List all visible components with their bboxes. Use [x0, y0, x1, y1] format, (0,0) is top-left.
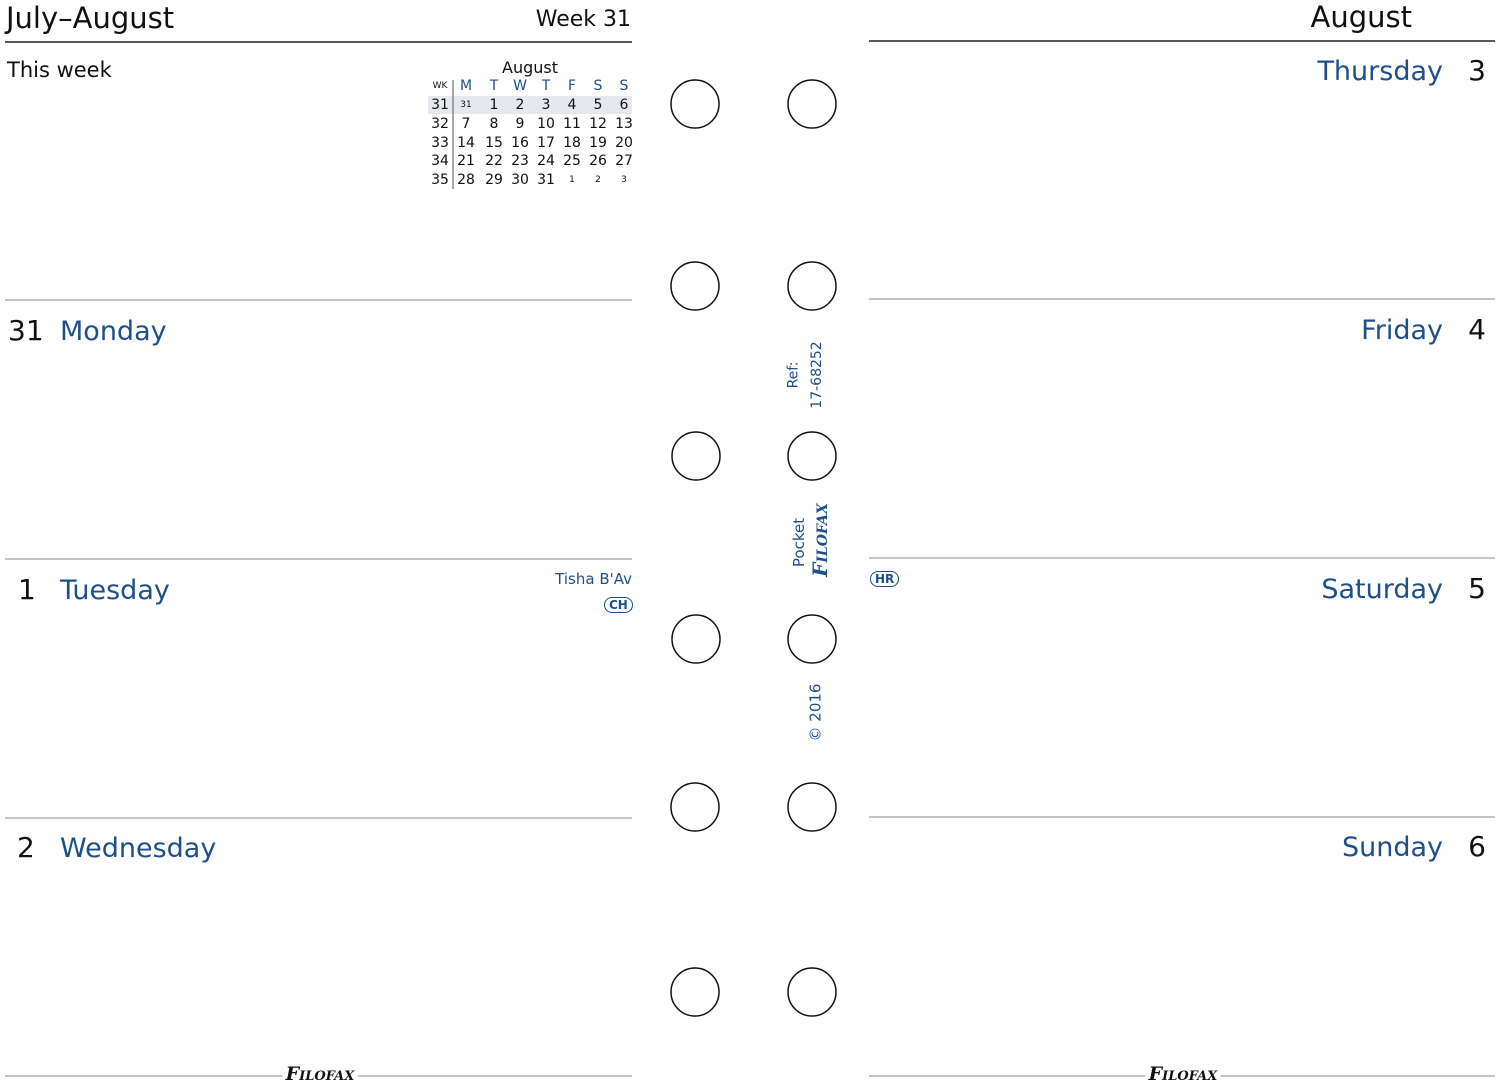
calendar-day: 4 [567, 97, 577, 113]
copyright: © 2016 [806, 683, 825, 742]
calendar-day: 2 [595, 175, 601, 186]
footer-logo: Filofax [282, 1065, 358, 1084]
hole [670, 967, 720, 1017]
calendar-day: 10 [537, 115, 555, 132]
calendar-day: 23 [511, 153, 529, 170]
hole [670, 782, 720, 832]
hole [787, 782, 837, 832]
size-label: Pocket [790, 517, 809, 568]
punch-holes [670, 79, 837, 1017]
hole [787, 614, 837, 664]
week-number: 33 [431, 134, 449, 151]
calendar-day: 21 [457, 153, 475, 170]
calendar-header: W [513, 78, 527, 94]
holiday-note: Tisha B'Av [555, 570, 632, 588]
day-name: Thursday [1317, 56, 1443, 87]
hole [670, 261, 720, 311]
calendar-day: 3 [621, 175, 627, 186]
calendar-day: 27 [615, 153, 633, 170]
calendar-day: 28 [457, 172, 475, 189]
hole [787, 967, 837, 1017]
calendar-day: 19 [589, 134, 607, 151]
current-week-highlight [428, 96, 632, 114]
calendar-day: 16 [511, 134, 529, 151]
week-label: Week 31 [535, 7, 631, 32]
calendar-day: 7 [461, 115, 471, 132]
calendar-day: 1 [489, 97, 499, 113]
hole [671, 614, 721, 664]
calendar-header: F [567, 78, 577, 94]
calendar-day: 26 [589, 153, 607, 170]
calendar-header: T [541, 78, 551, 94]
day-number: 2 [17, 831, 35, 864]
day-number: 31 [8, 314, 44, 347]
calendar-day: 3 [541, 97, 551, 113]
calendar-day: 31 [537, 172, 555, 189]
hole [787, 79, 837, 129]
hole [670, 79, 720, 129]
footer-logo: Filofax [1145, 1065, 1221, 1084]
calendar-header: S [593, 78, 603, 94]
spine-logo: Filofax [807, 503, 832, 577]
calendar-day: 30 [511, 172, 529, 189]
day-number: 1 [18, 573, 36, 606]
day-name: Tuesday [60, 575, 170, 606]
calendar-day: 6 [619, 97, 629, 113]
week-number: 32 [431, 115, 449, 132]
calendar-day: 25 [563, 153, 581, 170]
day-rules [5, 298, 1495, 1077]
hole [787, 431, 837, 481]
calendar-day: 11 [563, 115, 581, 132]
page-title: July–August [6, 1, 175, 35]
day-number: 3 [1468, 54, 1486, 87]
calendar-day: 20 [615, 134, 633, 151]
week-number: 35 [431, 172, 449, 189]
calendar-day: 12 [589, 115, 607, 132]
country-badge: CH [604, 597, 633, 613]
calendar-day: 8 [489, 115, 499, 132]
week-number: 34 [431, 153, 449, 170]
calendar-day: 14 [457, 134, 475, 151]
day-name: Saturday [1321, 574, 1443, 605]
calendar-day: 22 [485, 153, 503, 170]
week-number: 31 [431, 97, 449, 113]
ref-label: Ref: [785, 361, 802, 389]
calendar-day: 9 [515, 115, 525, 132]
day-number: 6 [1468, 830, 1486, 863]
day-name: Sunday [1341, 832, 1443, 863]
day-name: Wednesday [60, 833, 217, 864]
day-name: Friday [1361, 315, 1443, 346]
page-rules [5, 40, 1495, 43]
day-number: 5 [1468, 572, 1486, 605]
calendar-header: WK [432, 81, 448, 91]
hole [787, 261, 837, 311]
calendar-header: T [489, 78, 499, 94]
calendar-header: S [619, 78, 629, 94]
day-name: Monday [60, 316, 167, 347]
calendar-day: 24 [537, 153, 555, 170]
calendar-header: M [459, 78, 473, 94]
this-week-label: This week [7, 58, 112, 82]
hole [671, 431, 721, 481]
calendar-day: 18 [563, 134, 581, 151]
country-badge: HR [870, 571, 900, 587]
calendar-day: 17 [537, 134, 555, 151]
calendar-day: 1 [569, 175, 575, 186]
day-number: 4 [1468, 313, 1486, 346]
ref-number: 17-68252 [809, 341, 825, 409]
calendar-month: August [502, 58, 558, 77]
calendar-day: 13 [615, 115, 633, 132]
calendar-day: 29 [485, 172, 503, 189]
calendar-day: 31 [460, 100, 472, 110]
calendar-day: 15 [485, 134, 503, 151]
page-title: August [1310, 0, 1413, 34]
calendar-day: 5 [593, 97, 603, 113]
calendar-day: 2 [515, 97, 525, 113]
